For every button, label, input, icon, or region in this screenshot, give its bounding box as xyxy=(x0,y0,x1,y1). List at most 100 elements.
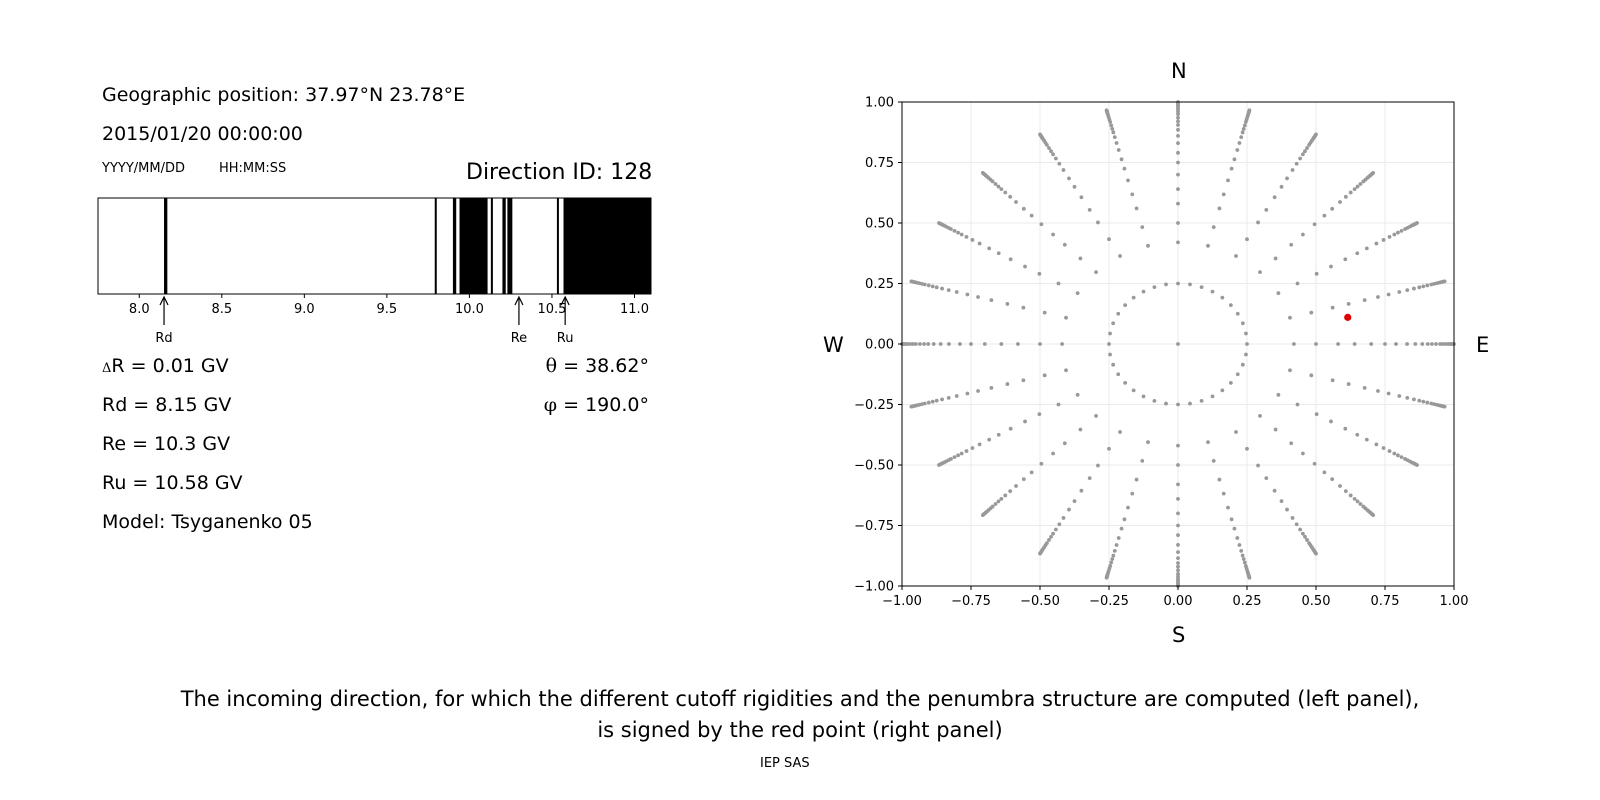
direction-point-486 xyxy=(1330,378,1335,383)
penumbra-tick-label-2: 9.0 xyxy=(294,302,315,317)
direction-point-30 xyxy=(1405,288,1410,293)
direction-point-233 xyxy=(1042,310,1047,315)
direction-point-44 xyxy=(1295,281,1300,286)
direction-point-306 xyxy=(956,453,960,458)
direction-point-421 xyxy=(1234,430,1238,434)
direction-point-341 xyxy=(1079,488,1084,493)
direction-point-532 xyxy=(1176,402,1180,407)
direction-point-7 xyxy=(1394,342,1398,346)
direction-point-444 xyxy=(1289,441,1294,446)
direction-point-305 xyxy=(959,451,964,456)
direction-point-42 xyxy=(1442,279,1447,284)
direction-point-258 xyxy=(969,342,973,346)
caption-line-1: The incoming direction, for which the di… xyxy=(180,687,1420,711)
direction-point-94 xyxy=(1298,156,1303,161)
direction-point-128 xyxy=(1176,221,1180,225)
direction-point-174 xyxy=(1072,184,1077,189)
ru-value: Ru = 10.58 GV xyxy=(102,472,243,494)
direction-point-109 xyxy=(1221,192,1226,197)
direction-point-512 xyxy=(1199,285,1204,290)
direction-point-468 xyxy=(1355,432,1360,437)
direction-point-213 xyxy=(1037,271,1042,276)
direction-point-137 xyxy=(1176,123,1180,127)
direction-point-68 xyxy=(1312,222,1317,227)
direction-point-426 xyxy=(1279,499,1284,504)
direction-point-324 xyxy=(1008,489,1013,494)
direction-point-381 xyxy=(1176,482,1180,487)
direction-point-200 xyxy=(999,187,1004,192)
direction-point-462 xyxy=(1371,513,1376,518)
direction-point-326 xyxy=(999,496,1004,501)
direction-point-27 xyxy=(1376,295,1380,299)
direction-point-211 xyxy=(1075,291,1080,296)
direction-point-338 xyxy=(1107,446,1111,451)
direction-point-195 xyxy=(1029,213,1034,218)
direction-point-346 xyxy=(1053,527,1058,532)
direction-point-236 xyxy=(989,298,994,303)
direction-point-454 xyxy=(1358,502,1363,506)
y-tick-label-2: −0.50 xyxy=(854,459,894,474)
direction-point-97 xyxy=(1305,146,1309,150)
rd-value: Rd = 8.15 GV xyxy=(102,394,232,416)
direction-point-361 xyxy=(1130,491,1135,496)
datetime: 2015/01/20 00:00:00 xyxy=(102,123,303,145)
direction-point-51 xyxy=(1381,238,1386,242)
direction-point-466 xyxy=(1329,419,1333,424)
direction-point-327 xyxy=(996,499,1001,504)
direction-point-67 xyxy=(1301,232,1305,237)
direction-point-255 xyxy=(1016,342,1020,346)
x-tick-label-7: 0.75 xyxy=(1371,594,1400,609)
direction-point-175 xyxy=(1067,176,1071,181)
direction-point-508 xyxy=(1235,311,1240,316)
forbidden-band-7 xyxy=(556,198,559,294)
direction-point-139 xyxy=(1176,115,1180,120)
direction-point-344 xyxy=(1061,516,1066,520)
direction-point-472 xyxy=(1387,449,1392,453)
direction-point-283 xyxy=(940,397,944,402)
compass-west: W xyxy=(823,333,844,357)
direction-point-505 xyxy=(1245,342,1249,346)
forbidden-band-0 xyxy=(164,198,168,294)
direction-point-9 xyxy=(1413,342,1418,346)
direction-point-114 xyxy=(1237,141,1242,145)
direction-point-470 xyxy=(1374,442,1379,447)
forbidden-band-4 xyxy=(490,198,493,294)
direction-point-386 xyxy=(1176,542,1180,547)
direction-point-151 xyxy=(1130,192,1135,197)
direction-point-343 xyxy=(1067,507,1071,512)
direction-point-535 xyxy=(1210,394,1215,399)
direction-point-106 xyxy=(1206,243,1210,248)
direction-point-282 xyxy=(946,395,951,400)
direction-point-244 xyxy=(926,283,931,288)
direction-point-95 xyxy=(1300,152,1305,157)
direction-point-367 xyxy=(1112,548,1117,553)
direction-point-153 xyxy=(1122,166,1127,171)
direction-point-90 xyxy=(1279,184,1284,189)
direction-point-507 xyxy=(1240,321,1245,326)
direction-point-362 xyxy=(1126,505,1130,510)
direction-point-384 xyxy=(1176,523,1180,528)
direction-point-235 xyxy=(1005,302,1010,306)
direction-point-69 xyxy=(1322,213,1327,218)
direction-point-210 xyxy=(980,170,985,175)
x-tick-label-5: 0.25 xyxy=(1233,594,1262,609)
penumbra-tick-label-3: 9.5 xyxy=(377,302,398,317)
direction-point-429 xyxy=(1294,522,1299,527)
direction-point-294 xyxy=(909,404,914,409)
direction-point-340 xyxy=(1087,476,1092,481)
direction-point-390 xyxy=(1176,564,1180,569)
x-tick-label-3: −0.25 xyxy=(1089,594,1129,609)
direction-point-4 xyxy=(1352,342,1357,346)
direction-point-420 xyxy=(1247,575,1252,580)
theta: θ = 38.62° xyxy=(546,355,649,377)
direction-point-278 xyxy=(989,385,994,390)
direction-point-407 xyxy=(1235,536,1240,540)
direction-point-389 xyxy=(1176,561,1180,565)
direction-point-10 xyxy=(1420,342,1425,346)
delta-r: ΔR = 0.01 GV xyxy=(102,355,229,377)
direction-point-274 xyxy=(1064,368,1068,373)
delta-symbol: Δ xyxy=(102,361,112,376)
direction-point-410 xyxy=(1240,553,1245,558)
direction-point-447 xyxy=(1322,470,1327,475)
direction-point-487 xyxy=(1346,382,1351,386)
